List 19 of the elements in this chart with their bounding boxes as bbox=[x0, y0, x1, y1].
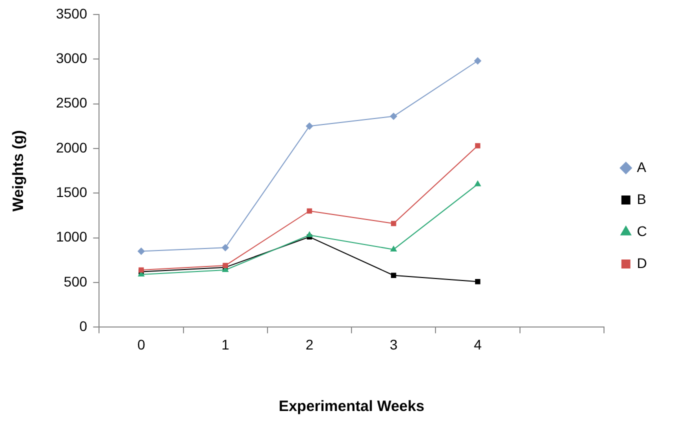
x-tick-label: 1 bbox=[221, 336, 230, 352]
y-tick-label: 3500 bbox=[56, 5, 88, 22]
x-tick-label: 3 bbox=[390, 336, 398, 352]
y-tick-label: 1500 bbox=[56, 184, 88, 200]
y-tick-label: 1000 bbox=[56, 228, 88, 245]
y-tick-label: 0 bbox=[79, 318, 88, 334]
legend-label: D bbox=[636, 254, 648, 271]
legend-label: A bbox=[636, 158, 647, 175]
y-tick-label: 2000 bbox=[56, 139, 88, 156]
legend-label: B bbox=[636, 190, 646, 207]
y-axis-title: Weights (g) bbox=[10, 130, 28, 212]
x-axis-title: Experimental Weeks bbox=[278, 398, 424, 416]
legend-label: C bbox=[636, 222, 648, 239]
y-tick-label: 500 bbox=[64, 273, 88, 290]
y-tick-label: 3000 bbox=[56, 50, 88, 66]
x-tick-label: 0 bbox=[137, 336, 146, 352]
x-tick-label: 2 bbox=[306, 336, 314, 352]
x-tick-label: 4 bbox=[474, 336, 482, 352]
y-tick-label: 2500 bbox=[56, 94, 88, 111]
